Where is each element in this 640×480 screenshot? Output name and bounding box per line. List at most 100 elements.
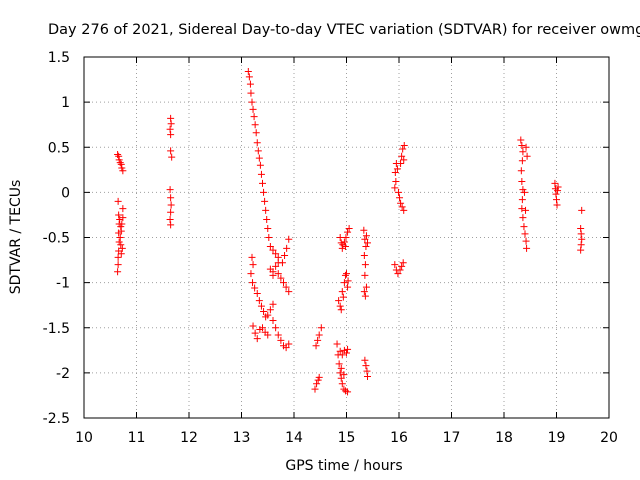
data-series	[166, 186, 175, 229]
data-point	[362, 362, 370, 370]
data-point	[522, 206, 530, 214]
data-point	[340, 279, 348, 287]
y-tick-label: 0	[61, 185, 70, 201]
data-series	[311, 324, 325, 393]
data-point	[247, 270, 255, 278]
data-point	[166, 186, 174, 194]
y-tick-label: 1.5	[48, 50, 70, 66]
data-point	[552, 190, 560, 198]
data-point	[333, 340, 341, 348]
data-point	[341, 243, 349, 251]
data-point	[344, 345, 352, 353]
data-point	[400, 206, 408, 214]
data-point	[281, 252, 289, 260]
data-point	[264, 331, 272, 339]
data-point	[253, 139, 261, 147]
data-point	[343, 349, 350, 357]
data-point	[250, 113, 258, 121]
data-series	[517, 136, 531, 252]
data-point	[253, 335, 261, 343]
data-point	[274, 331, 282, 339]
data-point	[398, 262, 406, 270]
data-point	[336, 369, 344, 377]
data-point	[398, 203, 406, 211]
data-point	[257, 302, 265, 310]
data-point	[274, 259, 282, 267]
data-series	[166, 114, 176, 161]
data-point	[263, 215, 271, 223]
data-point	[361, 292, 369, 300]
x-tick-label: 14	[285, 430, 303, 446]
data-point	[167, 208, 175, 216]
data-point	[280, 279, 287, 287]
data-series	[577, 206, 586, 254]
data-point	[274, 270, 282, 278]
data-point	[522, 237, 530, 245]
data-point	[114, 268, 122, 276]
data-point	[255, 154, 263, 162]
data-point	[336, 302, 344, 310]
data-point	[344, 228, 352, 236]
data-point	[338, 244, 346, 252]
data-point	[578, 206, 586, 214]
y-tick-label: -0.5	[43, 231, 70, 247]
data-point	[391, 184, 399, 192]
data-series	[551, 179, 562, 209]
data-point	[340, 385, 348, 393]
data-point	[400, 156, 408, 164]
data-point	[361, 235, 369, 243]
data-point	[519, 214, 527, 222]
data-point	[251, 284, 259, 292]
data-point	[344, 388, 352, 396]
data-point	[257, 170, 265, 178]
x-tick-label: 15	[338, 430, 356, 446]
data-point	[396, 266, 404, 274]
data-series	[114, 197, 127, 276]
data-series	[335, 270, 352, 314]
data-point	[255, 297, 263, 305]
data-point	[341, 271, 349, 279]
data-point	[523, 244, 531, 252]
data-point	[269, 271, 277, 279]
data-point	[262, 206, 270, 214]
data-point	[167, 194, 175, 202]
data-series	[336, 224, 353, 252]
data-point	[269, 246, 277, 254]
data-point	[282, 283, 290, 291]
data-point	[577, 224, 585, 232]
data-point	[167, 201, 175, 209]
data-point	[259, 324, 266, 332]
data-point	[522, 143, 530, 151]
data-point	[554, 187, 562, 195]
data-point	[361, 261, 369, 269]
data-point	[317, 324, 325, 332]
data-point	[315, 331, 323, 339]
x-tick-label: 19	[548, 430, 566, 446]
data-point	[116, 215, 124, 223]
data-point	[264, 311, 272, 319]
data-point	[577, 246, 585, 254]
data-point	[362, 243, 370, 251]
data-point	[364, 239, 371, 247]
data-point	[578, 235, 586, 243]
data-point	[118, 220, 126, 228]
data-point	[398, 152, 406, 160]
data-point	[166, 215, 174, 223]
data-point	[266, 306, 274, 314]
data-point	[312, 342, 320, 350]
axis-ticks: 10 11 12 13 14 15 16 17 18 19 20 -2.5 -2 -1.5 -1 -0.5 0 0…	[43, 50, 618, 446]
x-tick-label: 16	[390, 430, 408, 446]
data-point	[362, 232, 370, 240]
x-tick-label: 13	[233, 430, 251, 446]
data-point	[394, 188, 402, 196]
data-point	[345, 224, 353, 232]
data-point	[249, 279, 257, 287]
data-point	[249, 322, 257, 330]
data-point	[117, 250, 125, 258]
data-point	[399, 145, 407, 153]
data-point	[339, 293, 347, 301]
data-point	[337, 239, 345, 247]
data-points	[114, 67, 586, 396]
data-series	[360, 226, 371, 380]
data-point	[363, 367, 371, 375]
